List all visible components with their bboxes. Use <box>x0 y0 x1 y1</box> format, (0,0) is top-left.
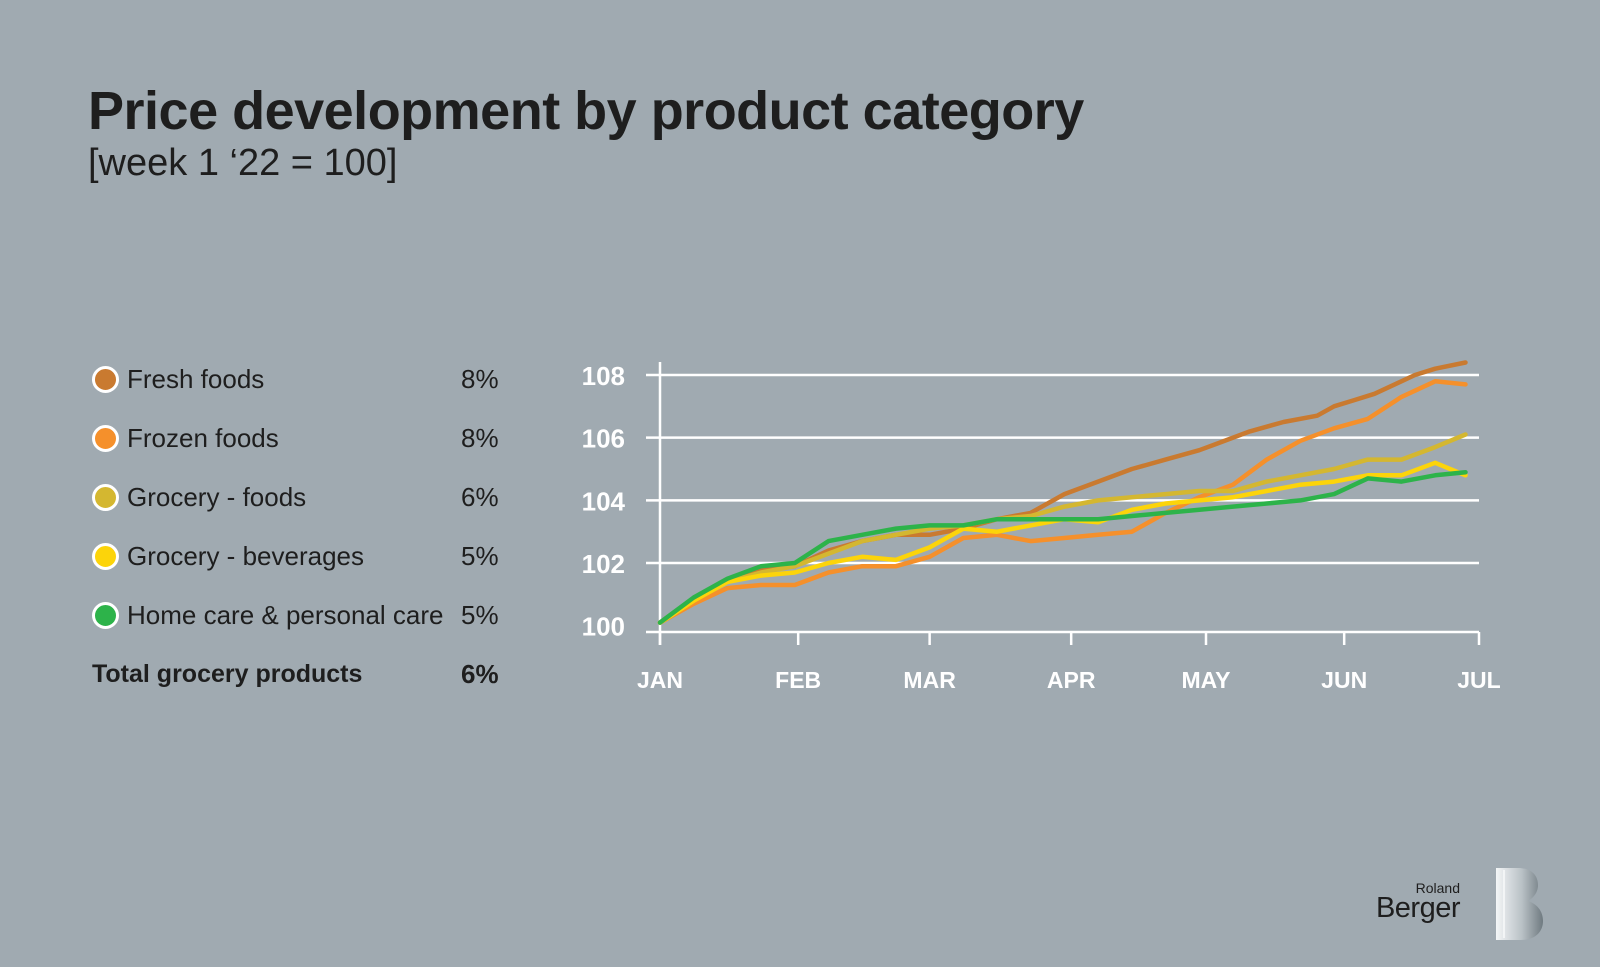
chart-title: Price development by product category <box>88 81 1084 141</box>
logo-b-mark <box>1496 868 1543 940</box>
y-tick-label: 100 <box>582 612 625 642</box>
axes <box>646 362 1481 645</box>
legend-label: Grocery - foods <box>127 482 307 512</box>
logo-text-big: Berger <box>1375 892 1461 924</box>
series-lines <box>657 360 1468 625</box>
legend-total: Total grocery products 6% <box>92 656 512 715</box>
legend: Fresh foods 8% Frozen foods 8% Grocery -… <box>92 361 512 715</box>
y-tick-label: 102 <box>582 549 625 579</box>
legend-label: Frozen foods <box>127 423 279 453</box>
x-tick-label: MAR <box>903 667 956 693</box>
legend-percent: 8% <box>461 364 499 394</box>
gridlines <box>646 373 1479 565</box>
y-tick-label: 108 <box>582 361 625 391</box>
legend-percent: 5% <box>461 600 499 630</box>
legend-percent: 6% <box>461 482 499 512</box>
legend-label: Fresh foods <box>127 364 265 394</box>
legend-label: Home care & personal care <box>127 600 444 630</box>
chart-subtitle: [week 1 ‘22 = 100] <box>88 142 398 184</box>
y-tick-label: 106 <box>582 424 625 454</box>
x-tick-label: JUN <box>1321 667 1367 693</box>
legend-percent: 5% <box>461 541 499 571</box>
legend-item-grocery-beverages: Grocery - beverages 5% <box>92 538 512 597</box>
legend-swatch-fresh-foods <box>92 366 119 393</box>
legend-total-percent: 6% <box>461 659 499 689</box>
legend-label: Grocery - beverages <box>127 541 364 571</box>
legend-item-home-care: Home care & personal care 5% <box>92 597 512 656</box>
tick-labels: 100 102 104 106 108 JAN FEB MAR APR MAY JUN JUL <box>582 361 1501 693</box>
legend-item-fresh-foods: Fresh foods 8% <box>92 361 512 420</box>
legend-item-frozen-foods: Frozen foods 8% <box>92 420 512 479</box>
x-tick-label: JAN <box>637 667 683 693</box>
legend-swatch-home-care <box>92 602 119 629</box>
legend-item-grocery-foods: Grocery - foods 6% <box>92 479 512 538</box>
y-tick-label: 104 <box>582 486 626 516</box>
x-tick-label: FEB <box>775 667 821 693</box>
x-tick-label: APR <box>1047 667 1096 693</box>
legend-percent: 8% <box>461 423 499 453</box>
x-tick-label: JUL <box>1457 667 1500 693</box>
series-line-3 <box>657 432 1468 625</box>
series-line-5 <box>657 469 1468 625</box>
logo-text-small: Roland <box>1415 880 1460 896</box>
legend-swatch-grocery-foods <box>92 484 119 511</box>
legend-swatch-frozen-foods <box>92 425 119 452</box>
x-tick-label: MAY <box>1182 667 1231 693</box>
legend-total-label: Total grocery products <box>92 660 363 688</box>
legend-swatch-grocery-beverages <box>92 543 119 570</box>
series-line-2 <box>657 379 1468 625</box>
roland-berger-logo: Roland Berger <box>1376 868 1546 943</box>
